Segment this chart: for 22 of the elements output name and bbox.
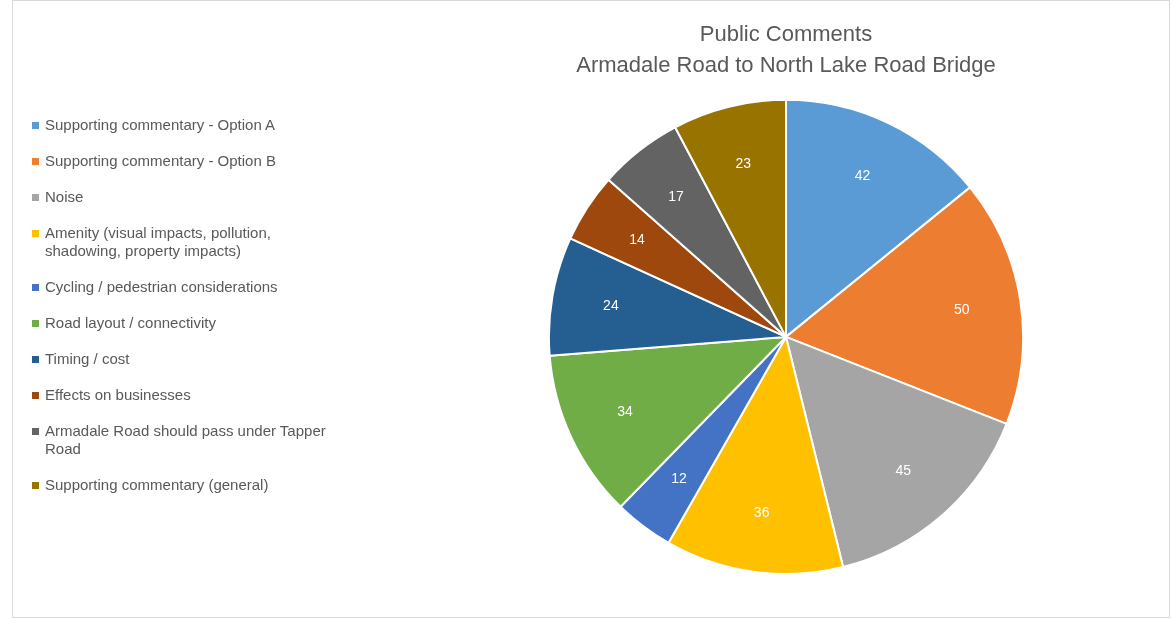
data-label: 36	[753, 503, 770, 520]
legend-label: Road layout / connectivity	[45, 314, 216, 332]
chart-subtitle: Armadale Road to North Lake Road Bridge	[576, 51, 996, 77]
legend-label: Supporting commentary - Option A	[45, 116, 276, 134]
legend-label: Supporting commentary (general)	[45, 476, 269, 494]
data-label: 17	[668, 187, 685, 204]
legend-label: Amenity (visual impacts, pollution, shadowing, property impacts)	[45, 224, 272, 260]
data-label: 24	[603, 296, 619, 313]
chart-title: Public Comments	[699, 21, 873, 47]
legend-label: Noise	[45, 188, 84, 206]
legend-label: Armadale Road should pass under Tapper Road	[45, 422, 327, 458]
legend-label: Cycling / pedestrian considerations	[45, 278, 278, 296]
legend-label: Supporting commentary - Option B	[45, 152, 276, 170]
data-label: 14	[629, 230, 645, 247]
data-label: 23	[735, 155, 752, 172]
legend-label: Timing / cost	[45, 350, 130, 368]
data-label: 45	[895, 461, 912, 478]
data-label: 12	[671, 469, 688, 486]
data-label: 50	[953, 300, 970, 317]
data-label: 42	[854, 167, 871, 184]
legend-label: Effects on businesses	[45, 386, 191, 404]
data-label: 34	[617, 403, 634, 420]
